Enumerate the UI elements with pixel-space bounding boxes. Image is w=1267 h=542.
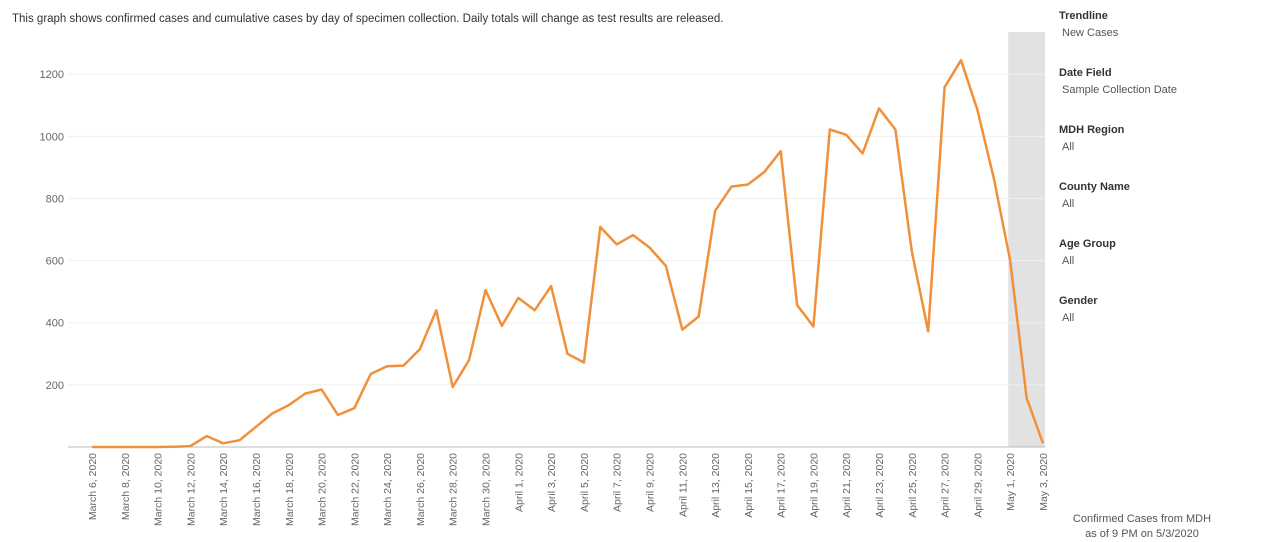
y-tick-label: 1200	[40, 69, 64, 81]
x-tick-label: April 5, 2020	[579, 453, 591, 512]
y-tick-label: 600	[46, 256, 64, 268]
data-line	[92, 58, 1045, 449]
x-tick-label: March 10, 2020	[153, 453, 165, 526]
filter-value: All	[1062, 141, 1074, 153]
x-tick-label: April 25, 2020	[907, 453, 919, 518]
x-tick-label: April 15, 2020	[743, 453, 755, 518]
filter-label: Date Field	[1059, 67, 1112, 79]
x-tick-label: March 26, 2020	[415, 453, 427, 526]
x-tick-label: March 22, 2020	[349, 453, 361, 526]
x-tick-label: April 7, 2020	[612, 453, 624, 512]
y-tick-label: 800	[46, 193, 64, 205]
x-tick-label: May 3, 2020	[1038, 453, 1050, 511]
x-tick-label: April 1, 2020	[513, 453, 525, 512]
x-tick-label: April 23, 2020	[874, 453, 886, 518]
x-tick-label: May 1, 2020	[1005, 453, 1017, 511]
x-tick-label: April 9, 2020	[644, 453, 656, 512]
filter-label: Gender	[1059, 295, 1098, 307]
x-tick-label: April 27, 2020	[940, 453, 952, 518]
chart-title: This graph shows confirmed cases and cum…	[12, 13, 723, 25]
x-tick-label: March 30, 2020	[481, 453, 493, 526]
filter-label: Trendline	[1059, 10, 1108, 22]
x-tick-label: April 17, 2020	[776, 453, 788, 518]
x-tick-label: March 28, 2020	[448, 453, 460, 526]
x-tick-label: March 24, 2020	[382, 453, 394, 526]
x-tick-label: April 13, 2020	[710, 453, 722, 518]
filter-value: All	[1062, 198, 1074, 210]
y-tick-label: 400	[46, 318, 64, 330]
x-tick-label: March 14, 2020	[218, 453, 230, 526]
filter-value: Sample Collection Date	[1062, 84, 1177, 96]
x-tick-label: March 6, 2020	[87, 453, 99, 520]
x-tick-label: March 20, 2020	[317, 453, 329, 526]
x-tick-label: April 29, 2020	[972, 453, 984, 518]
x-tick-label: April 3, 2020	[546, 453, 558, 512]
filter-value: All	[1062, 312, 1074, 324]
filter-label: Age Group	[1059, 238, 1116, 250]
x-tick-label: April 21, 2020	[841, 453, 853, 518]
y-tick-label: 1000	[40, 131, 64, 143]
y-tick-label: 200	[46, 380, 64, 392]
incomplete-data-band	[1008, 32, 1045, 447]
filter-label: MDH Region	[1059, 124, 1125, 136]
x-tick-label: March 18, 2020	[284, 453, 296, 526]
x-tick-label: March 8, 2020	[120, 453, 132, 520]
x-tick-label: April 19, 2020	[808, 453, 820, 518]
filter-value: All	[1062, 255, 1074, 267]
filter-value: New Cases	[1062, 27, 1119, 39]
filter-label: County Name	[1059, 181, 1130, 193]
footnote: as of 9 PM on 5/3/2020	[1085, 528, 1199, 540]
x-tick-label: March 12, 2020	[185, 453, 197, 526]
x-tick-label: April 11, 2020	[677, 453, 689, 517]
footnote: Confirmed Cases from MDH	[1073, 513, 1211, 525]
x-tick-label: March 16, 2020	[251, 453, 263, 526]
